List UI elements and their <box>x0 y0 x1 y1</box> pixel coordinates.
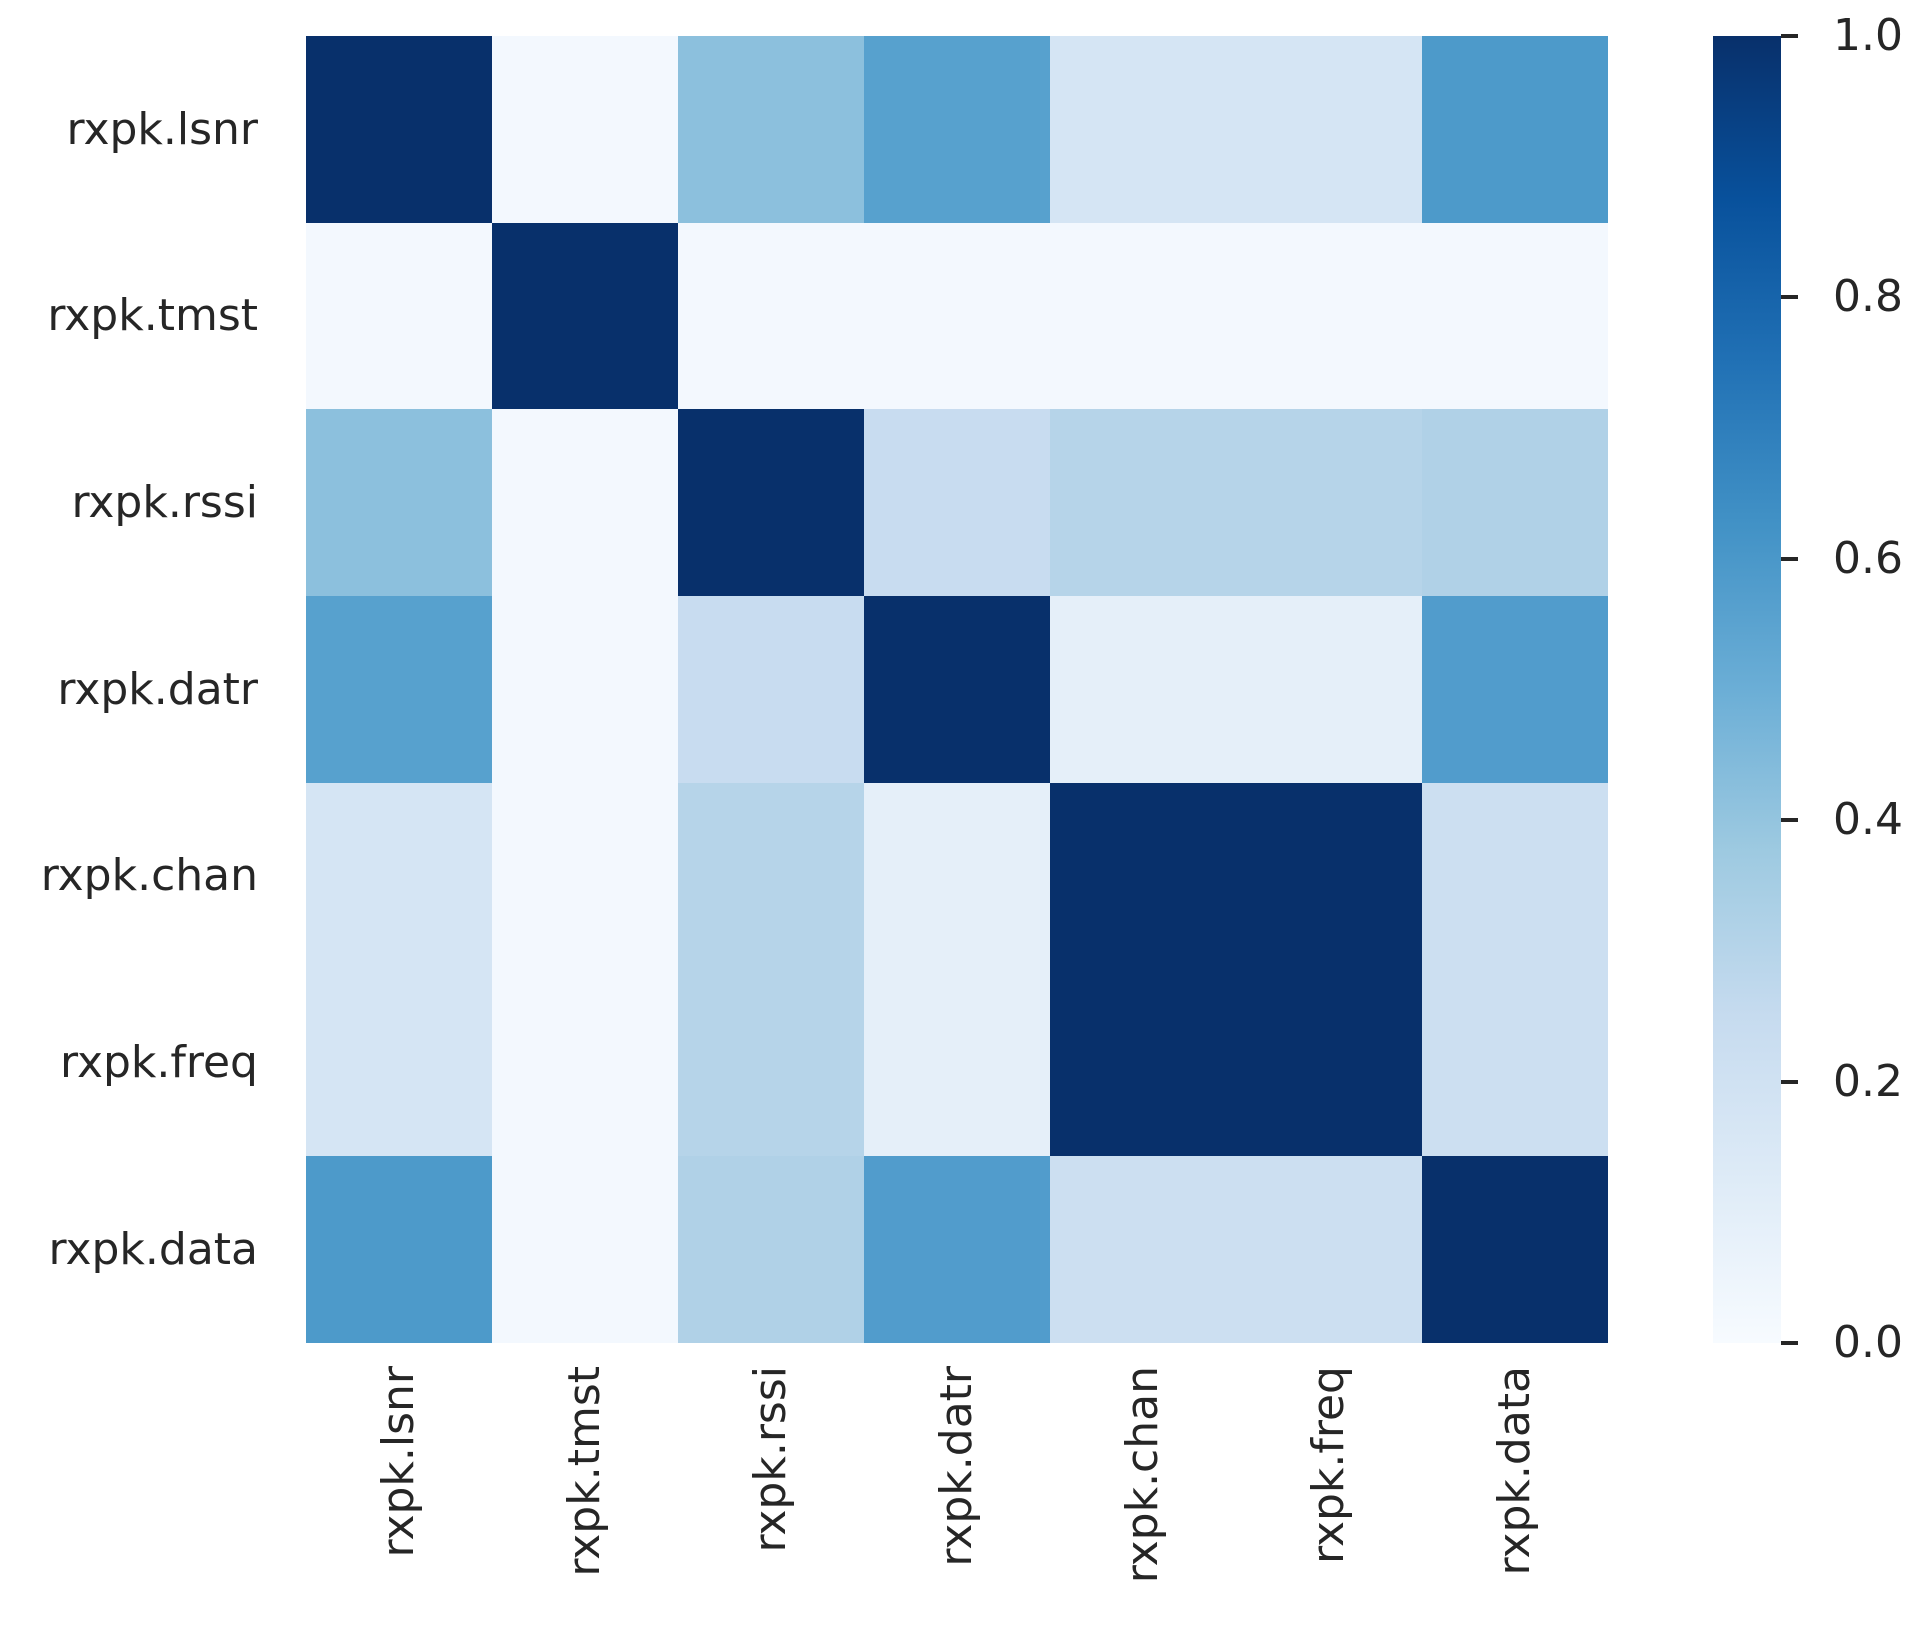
heatmap-cell <box>306 409 492 597</box>
heatmap-cell <box>678 596 864 783</box>
heatmap-cell <box>306 1156 492 1343</box>
heatmap-cell <box>678 36 864 223</box>
heatmap-cell <box>1236 409 1422 597</box>
x-axis-label-wrap: rxpk.freq <box>1299 1366 1359 1628</box>
y-axis-label: rxpk.freq <box>60 1037 258 1088</box>
heatmap-cell <box>306 782 492 970</box>
heatmap-cell <box>864 409 1050 597</box>
heatmap-grid <box>306 36 1608 1343</box>
colorbar-tick-label: 0.4 <box>1833 794 1903 845</box>
colorbar-tick <box>1781 1080 1798 1084</box>
heatmap-cell <box>1422 782 1608 970</box>
y-axis-label: rxpk.datr <box>57 664 258 715</box>
x-axis-label-wrap: rxpk.rssi <box>741 1366 801 1628</box>
colorbar-tick-label: 0.0 <box>1833 1317 1903 1368</box>
colorbar-tick-label: 1.0 <box>1833 10 1903 61</box>
heatmap-cell <box>1050 969 1236 1157</box>
heatmap-cell <box>864 222 1050 410</box>
x-axis-label: rxpk.freq <box>1303 1366 1354 1564</box>
colorbar-tick-label: 0.6 <box>1833 533 1903 584</box>
y-axis-label: rxpk.tmst <box>47 290 258 341</box>
x-axis-label: rxpk.lsnr <box>373 1366 424 1558</box>
heatmap-cell <box>1050 1156 1236 1343</box>
colorbar-tick-label: 0.2 <box>1833 1056 1903 1107</box>
heatmap-cell <box>864 596 1050 783</box>
y-axis-label: rxpk.chan <box>40 850 258 901</box>
heatmap-cell <box>1050 782 1236 970</box>
y-axis-label: rxpk.lsnr <box>66 104 258 155</box>
x-axis-label: rxpk.tmst <box>559 1366 610 1577</box>
x-axis-label: rxpk.data <box>1489 1366 1540 1576</box>
heatmap-cell <box>678 969 864 1157</box>
heatmap-cell <box>492 36 678 223</box>
heatmap-cell <box>1050 36 1236 223</box>
heatmap-cell <box>1050 409 1236 597</box>
heatmap-cell <box>1050 222 1236 410</box>
heatmap-cell <box>864 1156 1050 1343</box>
heatmap-cell <box>1422 409 1608 597</box>
heatmap-cell <box>1050 596 1236 783</box>
heatmap-cell <box>492 969 678 1157</box>
heatmap-cell <box>1236 782 1422 970</box>
x-axis-label: rxpk.datr <box>931 1366 982 1567</box>
heatmap-cell <box>1422 596 1608 783</box>
heatmap-cell <box>1422 969 1608 1157</box>
heatmap-cell <box>492 409 678 597</box>
heatmap-cell <box>1236 969 1422 1157</box>
x-axis-label-wrap: rxpk.chan <box>1113 1366 1173 1628</box>
x-axis-label: rxpk.rssi <box>745 1366 796 1553</box>
colorbar-tick <box>1781 295 1798 299</box>
colorbar-tick <box>1781 34 1798 38</box>
x-axis-label-wrap: rxpk.lsnr <box>369 1366 429 1628</box>
colorbar-tick-label: 0.8 <box>1833 271 1903 322</box>
heatmap-cell <box>1422 1156 1608 1343</box>
y-axis-label: rxpk.rssi <box>71 477 258 528</box>
heatmap-cell <box>864 36 1050 223</box>
heatmap-cell <box>1422 222 1608 410</box>
heatmap-cell <box>492 782 678 970</box>
heatmap-cell <box>864 969 1050 1157</box>
heatmap-cell <box>1236 222 1422 410</box>
colorbar-tick <box>1781 1341 1798 1345</box>
y-axis-label: rxpk.data <box>48 1224 258 1275</box>
heatmap-cell <box>1236 1156 1422 1343</box>
heatmap-cell <box>306 36 492 223</box>
x-axis-label-wrap: rxpk.data <box>1485 1366 1545 1628</box>
heatmap-cell <box>306 222 492 410</box>
x-axis-label-wrap: rxpk.datr <box>927 1366 987 1628</box>
heatmap-cell <box>492 222 678 410</box>
heatmap-cell <box>678 1156 864 1343</box>
x-axis-label: rxpk.chan <box>1117 1366 1168 1584</box>
heatmap-cell <box>678 782 864 970</box>
x-axis-label-wrap: rxpk.tmst <box>555 1366 615 1628</box>
heatmap-cell <box>1236 36 1422 223</box>
heatmap-cell <box>306 969 492 1157</box>
colorbar-tick <box>1781 557 1798 561</box>
heatmap-cell <box>864 782 1050 970</box>
heatmap-cell <box>492 596 678 783</box>
heatmap-cell <box>1236 596 1422 783</box>
colorbar <box>1713 36 1781 1343</box>
heatmap-cell <box>678 222 864 410</box>
colorbar-tick <box>1781 818 1798 822</box>
heatmap-cell <box>306 596 492 783</box>
heatmap-cell <box>492 1156 678 1343</box>
heatmap-cell <box>1422 36 1608 223</box>
heatmap-cell <box>678 409 864 597</box>
